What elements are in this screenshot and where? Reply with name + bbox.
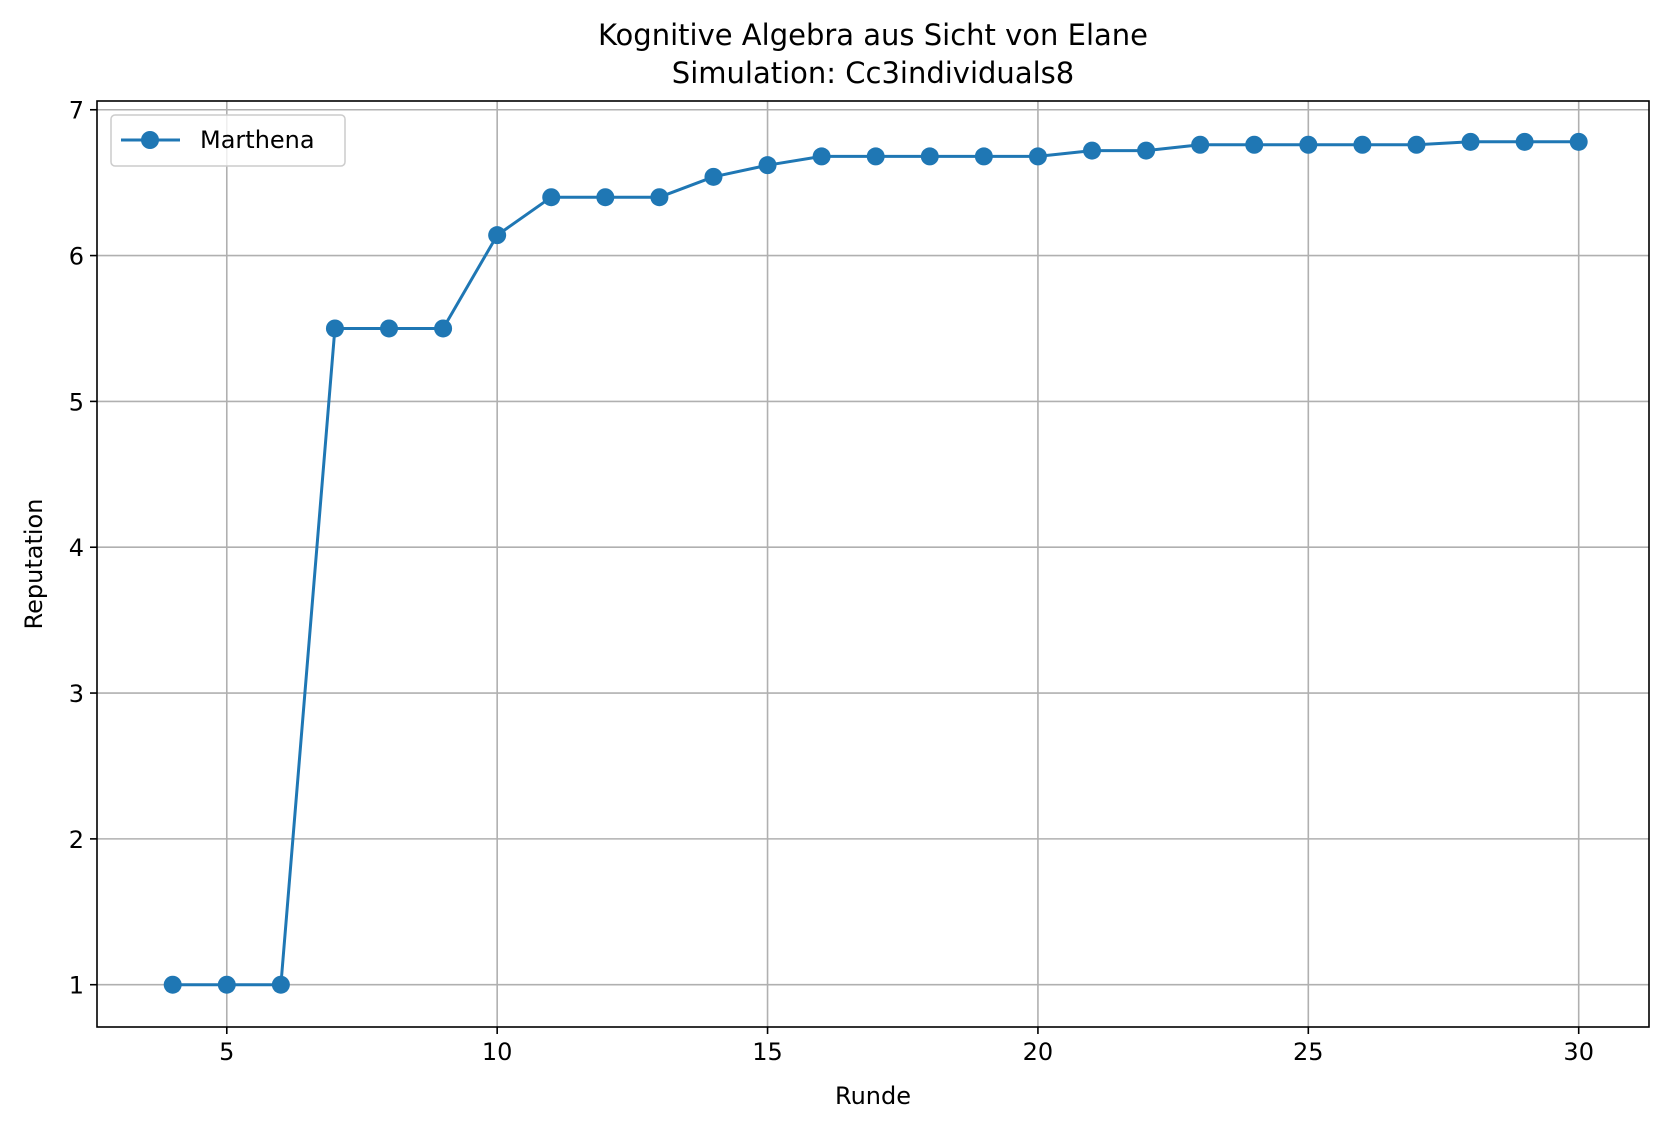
y-tick-label: 7: [69, 97, 84, 125]
data-point: [974, 147, 993, 166]
x-tick-label: 30: [1563, 1038, 1594, 1066]
grid: [97, 101, 1649, 1027]
data-point: [1245, 135, 1264, 154]
y-tick-label: 5: [69, 388, 84, 416]
data-point: [1515, 132, 1534, 151]
chart-title: Kognitive Algebra aus Sicht von Elane: [598, 18, 1148, 52]
data-point: [596, 188, 615, 207]
data-point: [380, 319, 399, 338]
data-point: [271, 975, 290, 994]
data-point: [325, 319, 344, 338]
axis-ticks: 5 10 15 20 25 30 1 2 3 4 5 6 7: [69, 97, 1594, 1066]
data-point: [1191, 135, 1210, 154]
y-tick-label: 1: [69, 972, 84, 1000]
data-point: [1407, 135, 1426, 154]
data-point: [650, 188, 669, 207]
data-point: [920, 147, 939, 166]
data-point: [1083, 141, 1102, 160]
legend-box: [110, 114, 346, 167]
data-point: [1353, 135, 1372, 154]
y-tick-label: 6: [69, 243, 84, 271]
x-axis-label: Runde: [835, 1082, 911, 1110]
legend-series-marker: [141, 131, 159, 149]
x-tick-label: 5: [219, 1038, 234, 1066]
x-tick-label: 25: [1293, 1038, 1324, 1066]
x-tick-label: 20: [1023, 1038, 1054, 1066]
y-tick-label: 3: [69, 680, 84, 708]
data-point: [866, 147, 885, 166]
data-point: [1028, 147, 1047, 166]
legend-series-label: Marthena: [200, 126, 315, 154]
y-tick-label: 2: [69, 826, 84, 854]
data-point: [812, 147, 831, 166]
chart-subtitle: Simulation: Cc3individuals8: [672, 56, 1074, 90]
data-point: [758, 156, 777, 175]
y-tick-label: 4: [69, 534, 84, 562]
legend: Marthena: [110, 114, 346, 167]
data-point: [163, 975, 182, 994]
data-point: [1299, 135, 1318, 154]
data-point: [704, 167, 723, 186]
y-axis-label: Reputation: [20, 499, 48, 630]
data-point: [542, 188, 561, 207]
x-tick-label: 15: [752, 1038, 783, 1066]
data-point: [1461, 132, 1480, 151]
data-point: [1137, 141, 1156, 160]
data-point: [1569, 132, 1588, 151]
x-tick-label: 10: [482, 1038, 513, 1066]
plot-area-frame: [96, 100, 1650, 1028]
data-point: [488, 226, 507, 245]
data-point: [434, 319, 453, 338]
series-layer: [163, 132, 1588, 994]
data-point: [217, 975, 236, 994]
